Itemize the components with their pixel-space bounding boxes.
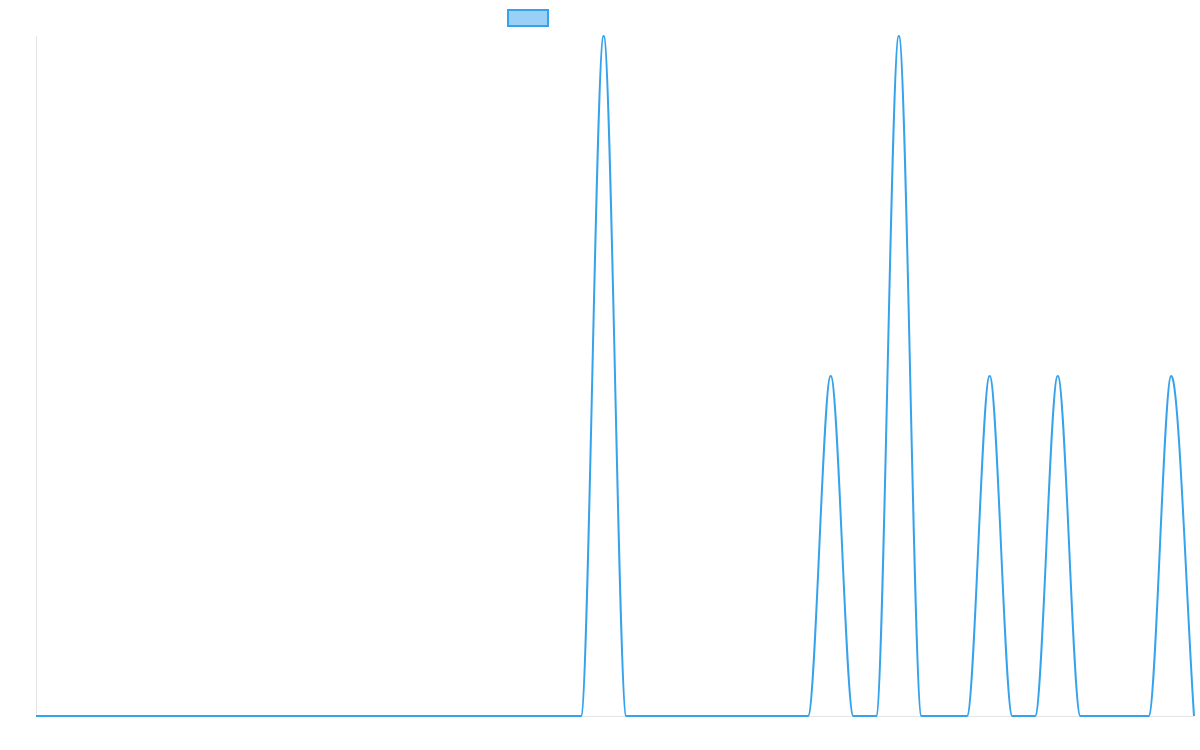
data-point[interactable] xyxy=(374,713,380,719)
data-point[interactable] xyxy=(941,713,947,719)
data-point[interactable] xyxy=(328,713,334,719)
data-point[interactable] xyxy=(101,713,107,719)
legend xyxy=(507,9,549,27)
data-point[interactable] xyxy=(601,33,607,39)
data-point[interactable] xyxy=(124,713,130,719)
data-point[interactable] xyxy=(147,713,153,719)
data-point[interactable] xyxy=(964,713,970,719)
data-point[interactable] xyxy=(1168,373,1174,379)
data-point[interactable] xyxy=(714,713,720,719)
data-point[interactable] xyxy=(396,713,402,719)
data-point[interactable] xyxy=(305,713,311,719)
data-point[interactable] xyxy=(623,713,629,719)
data-point[interactable] xyxy=(169,713,175,719)
data-point[interactable] xyxy=(1191,713,1197,719)
data-point[interactable] xyxy=(896,33,902,39)
data-point[interactable] xyxy=(56,713,62,719)
data-point[interactable] xyxy=(1009,713,1015,719)
data-point[interactable] xyxy=(1055,373,1061,379)
legend-swatch[interactable] xyxy=(507,9,549,27)
data-point[interactable] xyxy=(533,713,539,719)
data-point[interactable] xyxy=(555,713,561,719)
data-point[interactable] xyxy=(850,713,856,719)
data-point[interactable] xyxy=(464,713,470,719)
data-point[interactable] xyxy=(987,373,993,379)
data-point[interactable] xyxy=(283,713,289,719)
data-point[interactable] xyxy=(33,713,39,719)
data-point[interactable] xyxy=(419,713,425,719)
data-point[interactable] xyxy=(919,713,925,719)
data-point[interactable] xyxy=(442,713,448,719)
data-point[interactable] xyxy=(78,713,84,719)
data-point[interactable] xyxy=(510,713,516,719)
data-point[interactable] xyxy=(691,713,697,719)
data-point[interactable] xyxy=(487,713,493,719)
data-point[interactable] xyxy=(782,713,788,719)
data-point[interactable] xyxy=(260,713,266,719)
data-point[interactable] xyxy=(1077,713,1083,719)
series-line xyxy=(36,35,1195,717)
data-point[interactable] xyxy=(1100,713,1106,719)
data-point[interactable] xyxy=(805,713,811,719)
data-point[interactable] xyxy=(646,713,652,719)
data-point[interactable] xyxy=(1032,713,1038,719)
data-point[interactable] xyxy=(1146,713,1152,719)
data-point[interactable] xyxy=(1123,713,1129,719)
data-point[interactable] xyxy=(669,713,675,719)
data-point[interactable] xyxy=(828,373,834,379)
data-point[interactable] xyxy=(237,713,243,719)
data-point[interactable] xyxy=(873,713,879,719)
data-point[interactable] xyxy=(351,713,357,719)
data-point[interactable] xyxy=(578,713,584,719)
data-point[interactable] xyxy=(215,713,221,719)
data-point[interactable] xyxy=(192,713,198,719)
data-point[interactable] xyxy=(760,713,766,719)
data-point[interactable] xyxy=(737,713,743,719)
